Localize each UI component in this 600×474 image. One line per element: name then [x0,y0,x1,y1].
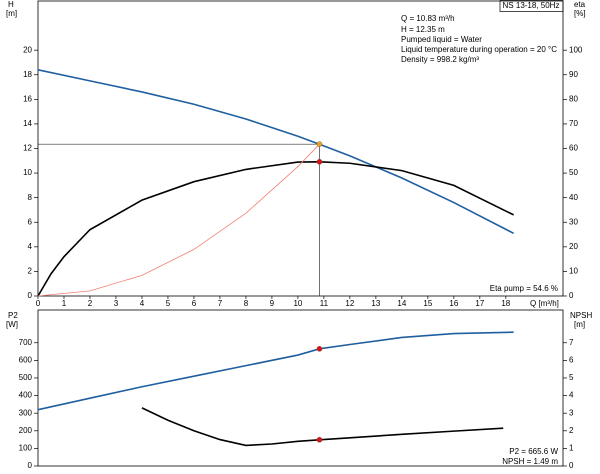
x-tick-label: 17 [475,299,484,308]
x-tick-label: 11 [320,299,329,308]
y2-tick-label: 10 [569,267,578,276]
y2-tick-label: 70 [569,119,578,128]
y2-tick-label: 40 [569,193,578,202]
y-tick-label: 100 [19,444,33,453]
y2-tick-label: 30 [569,217,578,226]
y2-tick-label: 50 [569,168,578,177]
y-label: P2 [8,311,18,320]
y2-tick-label: 100 [569,45,583,54]
curve [37,160,514,297]
y2-tick-label: 4 [569,391,574,400]
model-label: NS 13-18, 50Hz [503,1,560,10]
y-tick-label: 16 [23,94,32,103]
y-tick-label: 700 [19,338,33,347]
plot-frame [37,309,564,467]
curve [141,407,504,447]
y-tick-label: 500 [19,373,33,382]
y2-tick-label: 0 [569,461,574,470]
curve [37,331,514,411]
x-tick-label: 5 [166,299,171,308]
x-tick-label: 9 [270,299,275,308]
y2-unit: [m] [574,320,585,329]
y2-tick-label: 80 [569,94,578,103]
x-label: Q [m³/h] [530,299,559,308]
y2-tick-label: 1 [569,444,574,453]
x-tick-label: 18 [501,299,510,308]
y-tick-label: 4 [28,242,33,251]
x-tick-label: 0 [36,299,41,308]
y2-tick-label: 5 [569,373,574,382]
y-tick-label: 20 [23,45,32,54]
y2-unit: [%] [574,9,586,18]
y2-tick-label: 20 [569,242,578,251]
x-tick-label: 15 [423,299,432,308]
y-tick-label: 12 [23,144,32,153]
y-tick-label: 8 [28,193,33,202]
y-unit: [m] [6,9,17,18]
x-tick-label: 8 [244,299,249,308]
y-tick-label: 18 [23,70,32,79]
curve [37,69,514,235]
y-tick-label: 2 [28,267,33,276]
info-line: Q = 10.83 m³/h [401,14,455,23]
y2-tick-label: 60 [569,144,578,153]
y-tick-label: 14 [23,119,32,128]
y-tick-label: 200 [19,426,33,435]
duty-point [316,158,323,165]
y2-tick-label: 7 [569,338,574,347]
y-label: H [8,0,14,9]
y-tick-label: 10 [23,168,32,177]
x-tick-label: 13 [371,299,380,308]
x-tick-label: 1 [62,299,67,308]
y2-tick-label: 6 [569,355,574,364]
y-tick-label: 0 [28,461,33,470]
x-tick-label: 7 [218,299,223,308]
annotation: P2 = 665.6 W [509,447,558,456]
info-line: Pumped liquid = Water [401,35,482,44]
y2-tick-label: 90 [569,70,578,79]
y2-tick-label: 2 [569,426,574,435]
y-tick-label: 600 [19,355,33,364]
x-tick-label: 14 [397,299,406,308]
y2-label: NPSH [570,311,592,320]
y-tick-label: 6 [28,217,33,226]
x-tick-label: 10 [293,299,302,308]
info-line: Liquid temperature during operation = 20… [401,45,557,54]
x-tick-label: 6 [192,299,197,308]
y2-tick-label: 3 [569,408,574,417]
y2-label: eta [574,0,586,9]
duty-point [316,141,323,147]
x-tick-label: 2 [88,299,93,308]
annotation: NPSH = 1.49 m [502,457,558,466]
x-tick-label: 16 [449,299,458,308]
y-tick-label: 0 [28,291,33,300]
annotation: Eta pump = 54.6 % [490,284,558,293]
curve [37,143,320,297]
y-tick-label: 400 [19,391,33,400]
y-unit: [W] [6,320,18,329]
duty-point [316,346,323,352]
info-line: Density = 998.2 kg/m³ [401,55,479,64]
x-tick-label: 12 [345,299,354,308]
duty-point [316,436,323,443]
x-tick-label: 4 [140,299,145,308]
y-tick-label: 300 [19,408,33,417]
y2-tick-label: 0 [569,291,574,300]
x-tick-label: 3 [114,299,119,308]
info-line: H = 12.35 m [401,25,445,34]
